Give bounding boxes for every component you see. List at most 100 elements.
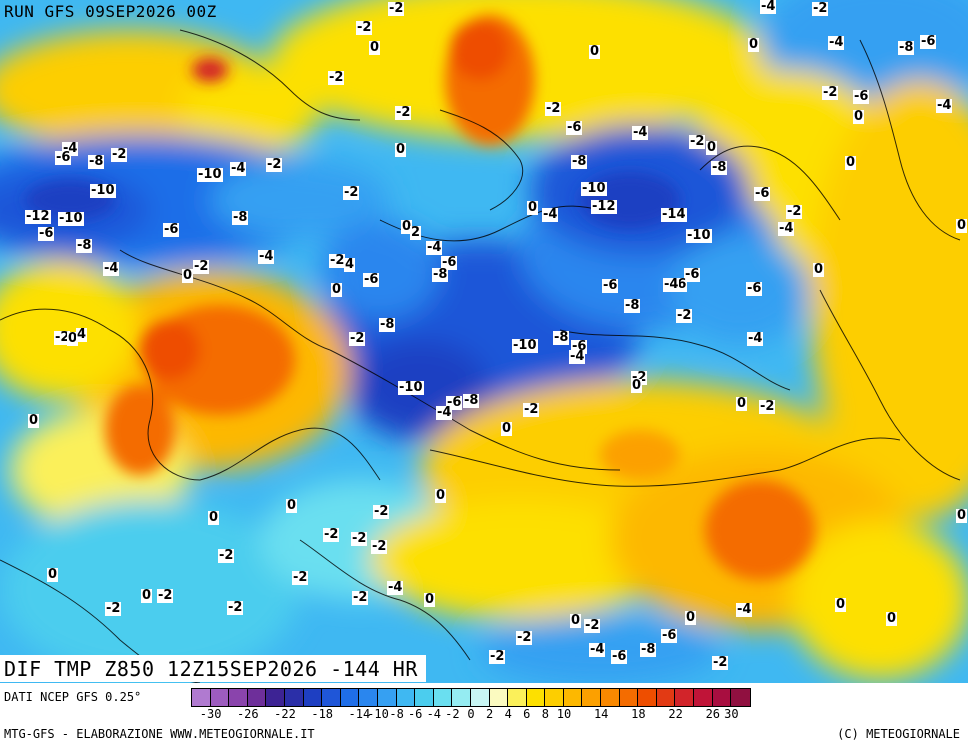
contour-label: -4 <box>778 221 795 236</box>
contour-label: -2 <box>157 588 174 603</box>
color-swatch <box>210 689 230 706</box>
color-swatch <box>656 689 676 706</box>
contour-label: -2 <box>584 618 601 633</box>
scale-tick-label: -14 <box>348 707 371 721</box>
contour-label: -8 <box>571 154 588 169</box>
color-swatch <box>582 689 602 706</box>
contour-label: 0 <box>527 200 539 215</box>
contour-label: -2 <box>54 330 71 345</box>
contour-label: 0 <box>208 510 220 525</box>
contour-label: 0 <box>28 413 40 428</box>
run-title: RUN GFS 09SEP2026 00Z <box>4 2 217 21</box>
color-swatch <box>377 689 397 706</box>
color-swatch <box>340 689 360 706</box>
contour-label: -2 <box>193 259 210 274</box>
scale-tick-label: -2 <box>445 707 460 721</box>
contour-label: -2 <box>349 331 366 346</box>
contour-label: -4 <box>632 125 649 140</box>
contour-label: -6 <box>163 222 180 237</box>
contour-label: -6 <box>754 186 771 201</box>
data-source: DATI NCEP GFS 0.25° <box>4 690 142 704</box>
scale-tick-label: 10 <box>556 707 572 721</box>
contour-label: -8 <box>88 154 105 169</box>
contour-label: -14 <box>661 207 687 222</box>
color-swatch <box>433 689 453 706</box>
contour-label: 0 <box>748 37 760 52</box>
contour-label: -2 <box>292 570 309 585</box>
color-swatch <box>229 689 248 706</box>
contour-label: -8 <box>379 317 396 332</box>
color-swatch <box>266 689 285 706</box>
color-scale-ticks: -30 -26 -22 -18 -14 -10 -8 -6 -4 -2 0 2 4 6 8 10 14 18 22 2… <box>0 707 968 723</box>
contour-label: 2 <box>410 225 422 240</box>
contour-label: 0 <box>331 282 343 297</box>
color-swatch <box>359 689 378 706</box>
color-swatch <box>563 689 583 706</box>
legend: DATI NCEP GFS 0.25° -30 -26 -22 -18 -14 -10 -8… <box>0 683 968 745</box>
color-swatch <box>694 689 713 706</box>
contour-label: -2 <box>516 630 533 645</box>
contour-label: -4 <box>426 240 443 255</box>
color-swatch <box>675 689 695 706</box>
contour-label: -2 <box>323 527 340 542</box>
contour-label: 0 <box>47 567 59 582</box>
contour-label: 0 <box>182 268 194 283</box>
color-swatch <box>601 689 620 706</box>
contour-label: -6 <box>684 267 701 282</box>
temperature-anomaly-map[interactable]: RUN GFS 09SEP2026 00Z -2 0 -2 -2 0 -2 -4 -6 -8 -2… <box>0 0 968 683</box>
contour-label: -2 <box>712 655 729 670</box>
contour-label: -10 <box>58 211 84 226</box>
contour-label: -10 <box>581 181 607 196</box>
contour-label: -2 <box>545 101 562 116</box>
contour-label: 0 <box>141 588 153 603</box>
contour-label: -6 <box>920 34 937 49</box>
contour-label: -6 <box>441 255 458 270</box>
map-title: DIF TMP Z850 12Z15SEP2026 -144 HR <box>0 655 426 682</box>
scale-tick-label: 0 <box>467 707 475 721</box>
scale-tick-label: 8 <box>541 707 550 721</box>
contour-label: 0 <box>424 592 436 607</box>
contour-label: -10 <box>398 380 424 395</box>
contour-label: -8 <box>232 210 249 225</box>
contour-label: -2 <box>523 402 540 417</box>
contour-label: -4 <box>258 249 275 264</box>
contour-label: -10 <box>197 167 223 182</box>
contour-label: -4 <box>589 642 606 657</box>
contour-label: -10 <box>90 183 116 198</box>
contour-label: -6 <box>363 272 380 287</box>
contour-label: -6 <box>746 281 763 296</box>
contour-label: -8 <box>76 238 93 253</box>
contour-label: -4 <box>736 602 753 617</box>
contour-label: -2 <box>352 590 369 605</box>
contour-label: -2 <box>111 147 128 162</box>
color-swatch <box>322 689 341 706</box>
scale-tick-label: -4 <box>426 707 442 721</box>
color-scale <box>191 688 751 707</box>
contour-label: 0 <box>845 155 857 170</box>
color-swatch <box>712 689 732 706</box>
contour-label: -2 <box>689 134 706 149</box>
contour-label: -4 <box>542 207 559 222</box>
contour-label: -2 <box>395 105 412 120</box>
contour-label: -2 <box>329 253 346 268</box>
scale-tick-label: -22 <box>274 707 296 721</box>
scale-tick-label: -10 <box>367 707 389 721</box>
color-swatch <box>508 689 527 706</box>
scale-tick-label: 22 <box>668 707 683 721</box>
credit-left: MTG-GFS - ELABORAZIONE WWW.METEOGIORNALE… <box>4 727 315 741</box>
color-swatch <box>303 689 323 706</box>
credit-right: (C) METEOGIORNALE <box>837 727 960 741</box>
contour-label: -8 <box>553 330 570 345</box>
scale-tick-label: -6 <box>407 707 423 721</box>
scale-tick-label: -8 <box>389 707 404 721</box>
contour-label: 0 <box>813 262 825 277</box>
contour-label: -2 <box>343 185 360 200</box>
color-swatch <box>415 689 434 706</box>
scale-tick-label: 26 <box>705 707 721 721</box>
contour-label: 0 <box>435 488 447 503</box>
contour-label: 0 <box>570 613 582 628</box>
contour-label: -6 <box>602 278 619 293</box>
contour-label: -2 <box>105 601 122 616</box>
color-swatch <box>731 689 750 706</box>
